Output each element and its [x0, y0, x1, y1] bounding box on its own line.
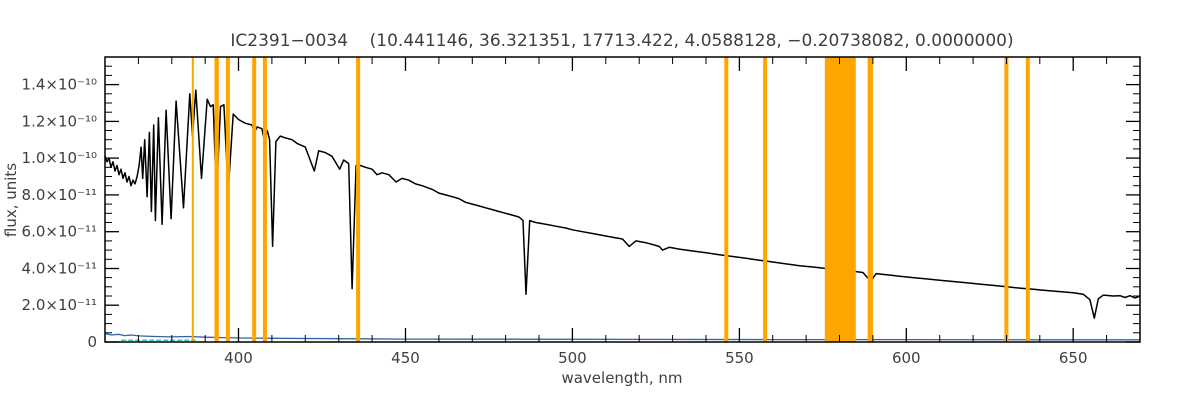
- x-tick-label: 500: [558, 349, 587, 367]
- x-tick-label: 550: [725, 349, 754, 367]
- flux-spectrum-line: [104, 89, 1141, 319]
- masked-band: [1004, 57, 1009, 342]
- y-tick-label: 4.0×10⁻¹¹: [22, 260, 97, 278]
- y-axis-label: flux, units: [2, 163, 20, 237]
- masked-band: [225, 57, 230, 342]
- error-spectrum-line: [104, 333, 1141, 341]
- masked-band: [824, 57, 856, 342]
- x-tick-label: 650: [1059, 349, 1088, 367]
- y-tick-label: 1.2×10⁻¹⁰: [22, 112, 97, 130]
- x-tick-label: 600: [892, 349, 921, 367]
- y-tick-label: 2.0×10⁻¹¹: [22, 296, 97, 314]
- masked-band: [191, 57, 194, 342]
- x-tick-label: 400: [224, 349, 253, 367]
- masked-band: [1025, 57, 1030, 342]
- y-tick-label: 8.0×10⁻¹¹: [22, 186, 97, 204]
- y-tick-label: 6.0×10⁻¹¹: [22, 223, 97, 241]
- masked-bands-layer: [191, 57, 1030, 342]
- plot-frame: [104, 56, 1141, 343]
- masked-band: [867, 57, 873, 342]
- masked-band: [252, 57, 257, 342]
- x-axis-label: wavelength, nm: [561, 369, 682, 387]
- series-layer: [104, 89, 1141, 341]
- masked-band: [214, 57, 219, 342]
- masked-band: [356, 57, 361, 342]
- masked-band: [262, 57, 267, 342]
- y-tick-label: 1.0×10⁻¹⁰: [22, 149, 97, 167]
- masked-band: [724, 57, 729, 342]
- chart-title: IC2391−0034 (10.441146, 36.321351, 17713…: [230, 31, 1013, 51]
- x-tick-label: 450: [391, 349, 420, 367]
- masked-band: [763, 57, 768, 342]
- y-tick-label: 1.4×10⁻¹⁰: [22, 76, 97, 94]
- y-tick-label: 0: [87, 333, 97, 351]
- axes-layer: 400 450 500 550 600 650 0 2.0×10⁻¹¹ 4.0×10⁻¹¹ 6.0…: [22, 56, 1141, 367]
